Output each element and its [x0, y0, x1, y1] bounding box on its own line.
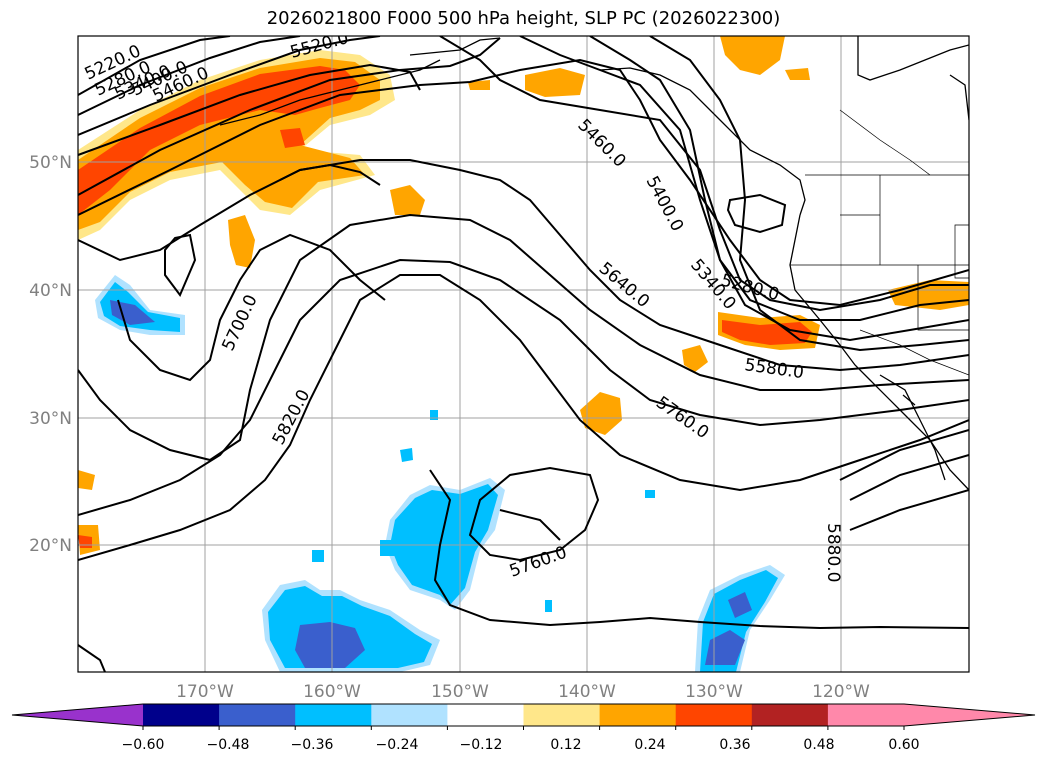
- colorbar-segment: [827, 704, 905, 726]
- colorbar-segment: [371, 704, 448, 726]
- lat-label: 20°N: [29, 536, 72, 556]
- colorbar-segment: [219, 704, 296, 726]
- borders: [790, 109, 969, 376]
- colorbar-extend-low: [12, 704, 143, 726]
- colorbar-segment: [523, 704, 601, 726]
- plot-frame: [77, 35, 970, 673]
- lon-label: 130°W: [685, 682, 743, 702]
- colorbar-tick: −0.36: [291, 737, 334, 753]
- colorbar-extend-high: [904, 704, 1035, 726]
- lat-label: 40°N: [29, 281, 72, 301]
- colorbar-segment: [599, 704, 677, 726]
- colorbar-tick-labels: −0.60 −0.48 −0.36 −0.24 −0.12 0.12 0.24 …: [122, 737, 920, 753]
- colorbar-tick: 0.36: [719, 737, 750, 753]
- coastlines: [219, 36, 969, 491]
- colorbar-segment: [143, 704, 220, 726]
- graticule: [78, 36, 969, 672]
- lon-label: 150°W: [431, 682, 489, 702]
- colorbar-tick: 0.12: [550, 737, 581, 753]
- lon-label: 170°W: [176, 682, 234, 702]
- colorbar: [11, 703, 1036, 730]
- latitude-labels: 50°N 40°N 30°N 20°N: [29, 153, 72, 556]
- slp-anomaly-shading: [78, 36, 969, 672]
- longitude-labels: 170°W 160°W 150°W 140°W 130°W 120°W: [176, 682, 870, 702]
- colorbar-segment: [295, 704, 372, 726]
- colorbar-segment: [751, 704, 829, 726]
- contour-label: 5880.0: [823, 523, 843, 582]
- lon-label: 140°W: [558, 682, 616, 702]
- colorbar-tick: 0.60: [888, 737, 919, 753]
- lon-label: 120°W: [812, 682, 870, 702]
- colorbar-tick: −0.48: [207, 737, 250, 753]
- colorbar-tick: −0.60: [122, 737, 165, 753]
- colorbar-tick: −0.24: [376, 737, 419, 753]
- colorbar-segment: [447, 704, 524, 726]
- lat-label: 50°N: [29, 153, 72, 173]
- height-contours: [78, 36, 969, 672]
- lat-label: 30°N: [29, 409, 72, 429]
- colorbar-tick: 0.48: [803, 737, 834, 753]
- chart-title: 2026021800 F000 500 hPa height, SLP PC (…: [266, 8, 781, 29]
- colorbar-tick: −0.12: [460, 737, 503, 753]
- colorbar-tick: 0.24: [634, 737, 665, 753]
- lon-label: 160°W: [303, 682, 361, 702]
- colorbar-segment: [675, 704, 753, 726]
